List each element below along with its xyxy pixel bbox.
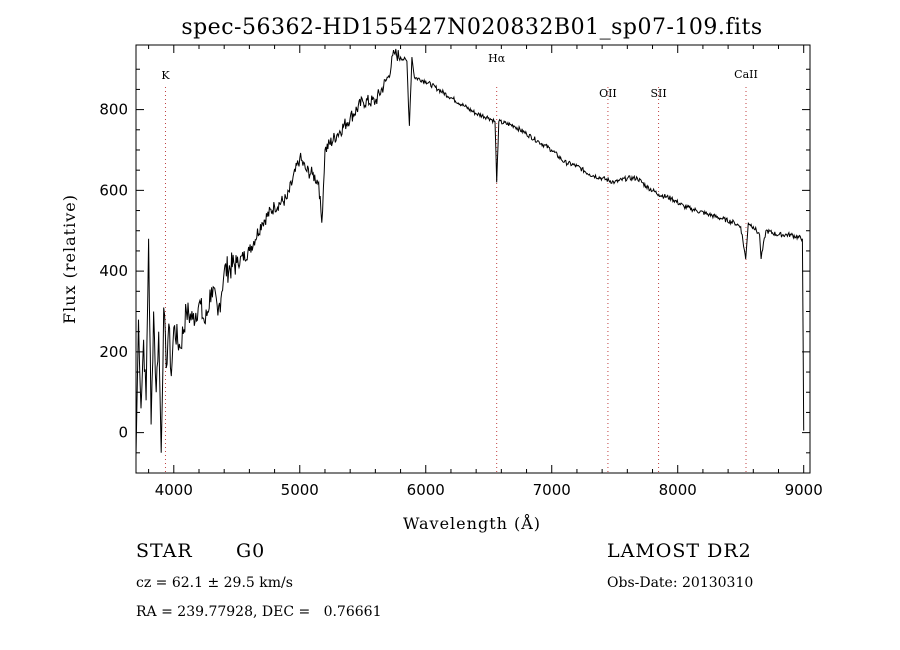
plot-frame	[135, 44, 811, 474]
x-tick-label: 6000	[407, 481, 445, 499]
y-tick-label: 0	[118, 424, 128, 442]
spectral-line-label: CaII	[734, 68, 758, 81]
y-axis-label: Flux (relative)	[60, 194, 79, 324]
observation-date: Obs-Date: 20130310	[607, 575, 754, 591]
x-tick-label: 9000	[785, 481, 823, 499]
spectral-line-label: OII	[599, 87, 617, 100]
x-tick-label: 4000	[155, 481, 193, 499]
y-tick-label: 200	[99, 343, 128, 361]
survey-name: LAMOST DR2	[607, 540, 752, 562]
y-tick-label: 600	[99, 181, 128, 199]
coordinates: RA = 239.77928, DEC = 0.76661	[136, 604, 382, 620]
spectral-line-label: K	[161, 69, 170, 82]
spectral-line-label: Hα	[488, 52, 506, 65]
x-tick-label: 7000	[533, 481, 571, 499]
spectrum-line	[135, 48, 805, 457]
spectral-line-markers: K Hα OII SII CaII	[161, 52, 758, 473]
spectral-type: G0	[236, 540, 266, 562]
x-tick-label: 8000	[659, 481, 697, 499]
x-axis-label: Wavelength (Å)	[403, 513, 541, 533]
spectral-line-label: SII	[650, 87, 666, 100]
y-tick-label: 400	[99, 262, 128, 280]
axis-ticks: 4000 5000 6000 7000 8000 9000 0 200 400 600 800	[99, 45, 823, 499]
redshift-value: cz = 62.1 ± 29.5 km/s	[136, 575, 293, 591]
chart-title: spec-56362-HD155427N020832B01_sp07-109.f…	[181, 15, 762, 40]
object-class: STAR	[136, 540, 193, 562]
y-tick-label: 800	[99, 101, 128, 119]
x-tick-label: 5000	[281, 481, 319, 499]
